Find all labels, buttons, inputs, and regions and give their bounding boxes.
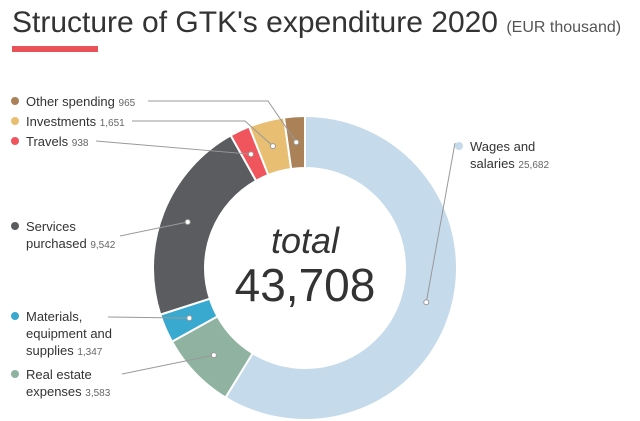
legend-label-travels: Travels bbox=[26, 134, 69, 149]
legend-value-services-purchased: 9,542 bbox=[90, 240, 116, 251]
legend-dot-travels bbox=[11, 137, 19, 145]
legend-label-services-purchased: Services purchased bbox=[26, 219, 87, 251]
legend-value-wages: 25,682 bbox=[518, 160, 550, 171]
legend-other-spending: Other spending 965 bbox=[11, 93, 136, 112]
legend-value-materials: 1,347 bbox=[77, 347, 103, 358]
legend-dot-real-estate bbox=[11, 370, 19, 378]
legend-value-investments: 1,651 bbox=[99, 118, 125, 129]
slice-wages-and-salaries bbox=[224, 114, 458, 421]
legend-investments: Investments 1,651 bbox=[11, 113, 125, 132]
chart-unit-note: (EUR thousand) bbox=[506, 19, 622, 36]
legend-travels: Travels 938 bbox=[11, 133, 89, 152]
legend-label-other-spending: Other spending bbox=[26, 94, 115, 109]
legend-services-purchased: Services purchased 9,542 bbox=[11, 218, 136, 254]
leader-dot-investments bbox=[269, 143, 276, 150]
legend-label-real-estate: Real estate expenses bbox=[26, 367, 92, 399]
legend-real-estate: Real estate expenses 3,583 bbox=[11, 366, 126, 402]
leader-lines bbox=[95, 100, 456, 375]
leader-line-real-estate-expenses bbox=[121, 354, 215, 375]
leader-dot-other-spending bbox=[293, 139, 300, 146]
leader-dot-materials-equipment-and-supplies bbox=[186, 315, 193, 322]
legend-value-travels: 938 bbox=[71, 138, 89, 149]
legend-dot-materials bbox=[11, 312, 19, 320]
leader-dot-travels bbox=[247, 151, 254, 158]
leader-line-travels bbox=[95, 140, 251, 155]
legend-label-materials: Materials, equipment and supplies bbox=[26, 309, 113, 358]
legend-wages: Wages and salaries 25,682 bbox=[455, 138, 580, 174]
legend-label-investments: Investments bbox=[26, 114, 97, 129]
legend-dot-services-purchased bbox=[11, 222, 19, 230]
legend-dot-investments bbox=[11, 117, 19, 125]
chart-title: Structure of GTK's expenditure 2020 (EUR… bbox=[12, 6, 621, 40]
center-total-value: 43,708 bbox=[234, 259, 376, 311]
legend-dot-wages bbox=[455, 142, 463, 150]
chart-title-text: Structure of GTK's expenditure 2020 bbox=[12, 6, 498, 39]
legend-value-other-spending: 965 bbox=[118, 98, 136, 109]
title-underline bbox=[12, 46, 98, 52]
leader-line-services-purchased bbox=[119, 221, 188, 237]
leader-dot-services-purchased bbox=[184, 218, 191, 225]
legend-label-wages: Wages and salaries bbox=[470, 139, 536, 171]
leader-dot-real-estate-expenses bbox=[210, 352, 217, 359]
leader-line-materials-equipment-and-supplies bbox=[107, 316, 190, 319]
legend-dot-other-spending bbox=[11, 97, 19, 105]
legend-value-real-estate: 3,583 bbox=[85, 388, 111, 399]
legend-materials: Materials, equipment and supplies 1,347 bbox=[11, 308, 124, 361]
leader-line-wages-and-salaries bbox=[425, 142, 456, 303]
leader-line-investments bbox=[132, 120, 274, 147]
leader-dot-wages-and-salaries bbox=[423, 299, 430, 306]
leader-line-other-spending bbox=[148, 100, 297, 143]
center-total-label: total bbox=[270, 220, 340, 261]
